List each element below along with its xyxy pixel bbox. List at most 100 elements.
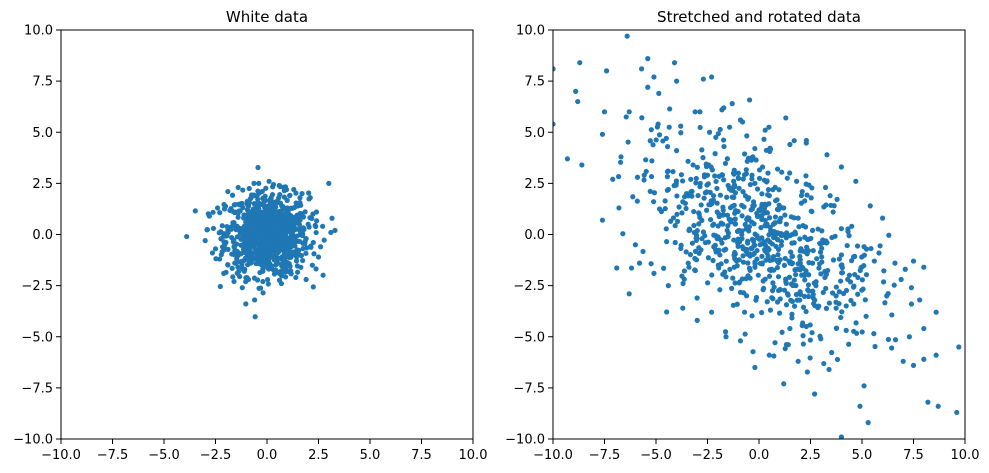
scatter-point [320, 272, 326, 278]
y-tick-label: −10.0 [505, 433, 545, 448]
scatter-point [849, 223, 855, 229]
scatter-point [713, 134, 719, 140]
scatter-point [799, 322, 805, 329]
scatter-point [836, 256, 842, 262]
scatter-point [715, 131, 721, 137]
scatter-point [313, 223, 319, 230]
scatter-point [648, 173, 655, 180]
scatter-point [634, 174, 641, 180]
scatter-point [599, 131, 606, 137]
scatter-point [724, 156, 730, 162]
x-tick-label: 7.5 [903, 448, 924, 463]
scatter-point [258, 251, 264, 258]
scatter-point [705, 255, 712, 261]
scatter-point [242, 214, 248, 220]
scatter-point [284, 197, 290, 204]
scatter-point [661, 265, 667, 271]
scatter-point [263, 185, 269, 191]
scatter-point [737, 338, 744, 344]
x-tick-label: 7.5 [411, 448, 432, 463]
scatter-point [302, 240, 308, 247]
scatter-point [224, 233, 230, 239]
chart-title: White data [226, 8, 308, 26]
scatter-point [859, 277, 865, 283]
scatter-point [696, 250, 702, 256]
scatter-point [762, 217, 768, 223]
scatter-point [863, 313, 869, 319]
scatter-point [752, 145, 758, 152]
scatter-point [717, 126, 723, 133]
scatter-point [281, 227, 287, 233]
scatter-point [779, 329, 785, 335]
scatter-point [917, 297, 923, 303]
y-tick-label: 2.5 [32, 177, 53, 192]
scatter-point [748, 219, 755, 225]
scatter-point [564, 156, 571, 162]
scatter-point [694, 164, 700, 170]
scatter-point [783, 280, 789, 286]
scatter-point [284, 260, 290, 266]
scatter-point [217, 283, 223, 290]
scatter-point [740, 259, 747, 265]
scatter-point [732, 256, 738, 262]
scatter-point [823, 285, 829, 292]
scatter-point [793, 271, 799, 278]
scatter-point [882, 300, 888, 306]
scatter-point [841, 290, 847, 297]
scatter-point [759, 253, 765, 259]
scatter-point [775, 246, 782, 253]
y-tick-label: −7.5 [21, 381, 53, 396]
scatter-point [829, 349, 835, 356]
scatter-point [803, 140, 809, 146]
scatter-point [674, 211, 680, 217]
scatter-point [771, 353, 777, 359]
scatter-point [266, 234, 272, 241]
scatter-point [716, 247, 722, 253]
scatter-point [750, 238, 757, 244]
scatter-point [239, 265, 245, 271]
scatter-point [787, 141, 793, 148]
scatter-point [309, 262, 315, 268]
chart-white-data: White data −10.0 −7.5 −5.0 −2.5 0.0 2.5 5.0 7.5… [13, 8, 487, 463]
scatter-point [692, 109, 698, 115]
scatter-point [266, 178, 272, 184]
scatter-point [679, 210, 685, 216]
scatter-point [235, 214, 241, 220]
scatter-point [729, 101, 735, 107]
y-tick-label: −10.0 [13, 433, 53, 448]
scatter-point [801, 293, 808, 299]
scatter-point [793, 291, 800, 298]
scatter-point [255, 188, 261, 194]
scatter-point [900, 358, 906, 364]
scatter-point [640, 248, 646, 255]
scatter-point [785, 292, 791, 298]
scatter-point [844, 242, 850, 249]
scatter-point [262, 258, 268, 264]
scatter-point [248, 259, 254, 265]
scatter-point [705, 181, 711, 187]
scatter-point [553, 121, 556, 127]
scatter-point [662, 206, 668, 212]
scatter-point [861, 383, 867, 389]
scatter-point [789, 260, 796, 266]
scatter-point [649, 158, 655, 164]
scatter-point [326, 180, 332, 186]
x-tick-label: 2.5 [800, 448, 821, 463]
scatter-point [617, 159, 624, 165]
scatter-point [296, 221, 302, 228]
scatter-point [678, 123, 684, 129]
scatter-point [827, 193, 833, 199]
scatter-point [863, 272, 870, 278]
scatter-point [763, 179, 770, 185]
scatter-point [284, 236, 291, 242]
x-tick-label: 10.0 [951, 448, 980, 463]
scatter-point [848, 258, 855, 264]
x-tick-label: −2.5 [200, 448, 232, 463]
y-tick-label: −5.0 [513, 330, 545, 345]
scatter-point [846, 341, 852, 347]
scatter-point [243, 301, 249, 307]
scatter-point [723, 334, 729, 340]
scatter-point [818, 241, 824, 247]
scatter-point [720, 207, 726, 213]
scatter-point [752, 180, 758, 186]
